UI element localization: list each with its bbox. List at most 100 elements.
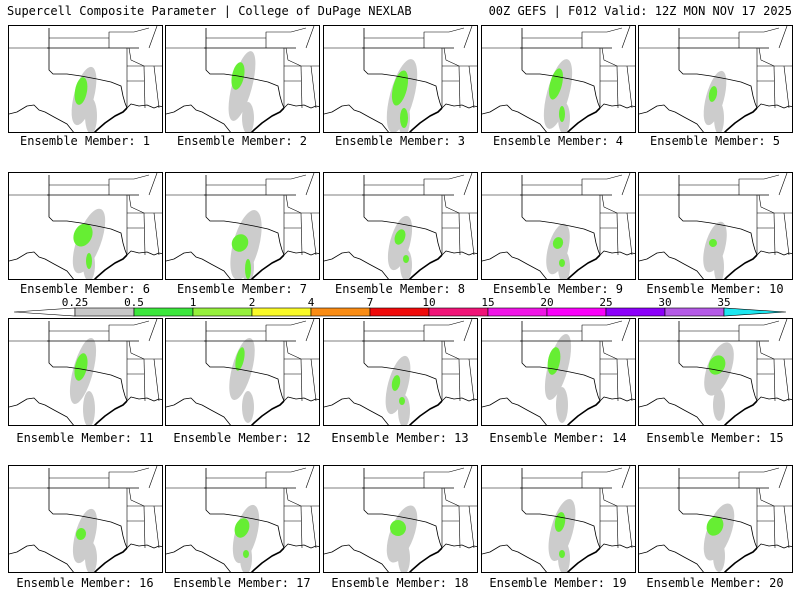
map-svg [166,26,319,132]
map-boundary [265,320,307,341]
map-boundary [758,194,775,214]
member-map-18 [323,465,478,573]
map-boundary [443,487,460,507]
map-boundary [723,400,758,425]
map-boundary [305,26,315,49]
map-boundary [362,175,477,256]
member-map-6 [8,172,163,280]
scp-contour [708,355,726,375]
member-label-16: Ensemble Member: 16 [16,576,154,590]
member-map-11 [8,318,163,426]
scp-contour [394,229,406,245]
map-boundary [458,65,461,109]
scp-contour [391,70,409,106]
map-boundary [265,174,307,195]
map-boundary [108,467,150,488]
map-boundary [310,65,317,109]
map-boundary [166,544,231,572]
map-boundary [621,319,631,342]
map-boundary [250,107,285,132]
colorbar-segment [74,307,135,317]
member-label-14: Ensemble Member: 14 [489,431,627,445]
map-boundary [758,340,775,360]
map-boundary [677,468,792,549]
scp-contour [403,255,409,263]
map-boundary [463,319,473,342]
map-boundary [783,65,790,109]
member-map-20 [638,465,793,573]
map-svg [9,173,162,279]
member-label-6: Ensemble Member: 6 [19,282,151,296]
scp-contour [554,512,566,532]
map-boundary [458,505,461,549]
map-boundary [443,194,460,214]
map-boundary [601,194,618,214]
map-boundary [128,487,145,507]
map-boundary [677,175,792,256]
map-boundary [423,174,465,195]
map-svg [482,466,635,572]
scp-contour [714,251,724,279]
member-label-1: Ensemble Member: 1 [19,134,151,148]
member-map-17 [165,465,320,573]
scp-contour [74,77,88,105]
scp-contour [83,391,95,425]
map-boundary [616,358,619,402]
map-boundary [468,65,475,109]
map-boundary [520,28,635,109]
scp-contour [74,353,88,381]
member-map-3 [323,25,478,133]
map-boundary [47,321,162,402]
map-boundary [128,194,145,214]
map-boundary [601,340,618,360]
colorbar-tick-label: 35 [717,296,730,309]
map-boundary [408,547,443,572]
member-map-1 [8,25,163,133]
map-boundary [108,320,150,341]
map-boundary [639,544,704,572]
map-boundary [626,358,633,402]
map-boundary [463,26,473,49]
map-boundary [520,321,635,402]
map-boundary [324,544,389,572]
map-boundary [128,340,145,360]
map-boundary [520,468,635,549]
map-boundary [166,104,231,132]
map-boundary [738,320,780,341]
map-boundary [310,212,317,256]
scp-contour [709,239,717,247]
member-label-8: Ensemble Member: 8 [334,282,466,296]
map-boundary [482,104,547,132]
scp-contour [708,86,718,102]
map-boundary [143,65,146,109]
map-svg [9,26,162,132]
map-boundary [300,212,303,256]
map-boundary [148,319,158,342]
map-boundary [621,466,631,489]
member-label-19: Ensemble Member: 19 [489,576,627,590]
map-boundary [250,547,285,572]
map-boundary [616,212,619,256]
map-boundary [738,27,780,48]
map-boundary [408,107,443,132]
map-boundary [581,27,623,48]
map-boundary [362,468,477,549]
map-svg [482,26,635,132]
scp-contour [245,259,251,279]
map-boundary [310,505,317,549]
scp-contour [231,234,249,252]
map-boundary [738,174,780,195]
map-svg [639,466,792,572]
map-boundary [677,28,792,109]
member-map-13 [323,318,478,426]
map-boundary [758,487,775,507]
member-label-4: Ensemble Member: 4 [492,134,624,148]
map-boundary [482,251,547,279]
map-boundary [778,26,788,49]
map-boundary [47,468,162,549]
map-boundary [773,65,776,109]
map-boundary [153,65,160,109]
map-boundary [566,547,601,572]
map-boundary [616,65,619,109]
colorbar-segment [310,307,371,317]
